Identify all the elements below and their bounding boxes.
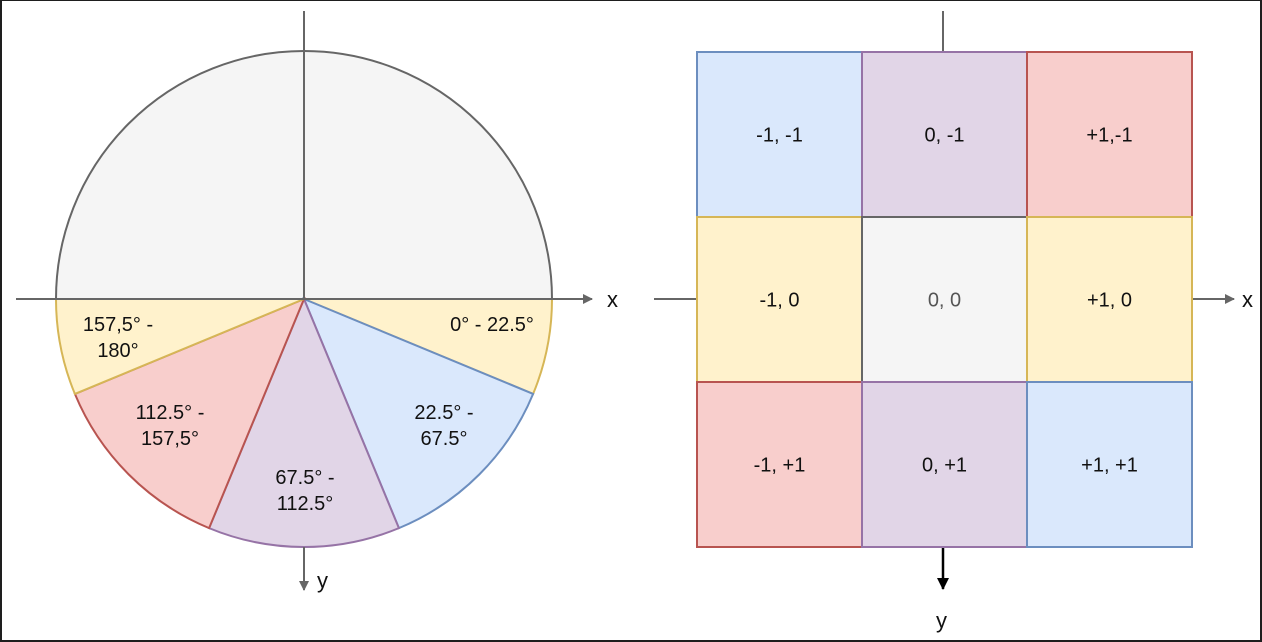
sector-label: 112.5° - 157,5° [136,402,205,450]
direction-grid-diagram: -1, -1 0, -1 +1,-1 -1, 0 0, 0 +1, 0 -1, +1 0, +… [654,11,1253,633]
grid-cell [1026,381,1193,548]
grid-cell-label: +1,-1 [1086,125,1132,147]
grid-cell [1026,216,1193,383]
sector-label-line: 157,5° - [83,314,153,336]
sector-label-line: 180° [97,340,138,362]
grid-cell-label: 0, -1 [924,125,964,147]
grid-cell-label: +1, 0 [1087,290,1132,312]
sector-3 [73,297,306,530]
sector-label-line: 112.5° [277,493,334,515]
right-x-axis-label: x [1242,287,1253,312]
sector-label-line: 22.5° - [414,402,473,424]
grid-cell-label: -1, +1 [754,455,806,477]
sector-label: 157,5° - 180° [83,314,153,362]
sector-label-line: 157,5° [141,428,199,450]
sector-label: 0° - 22.5° [450,314,534,336]
angle-sector-diagram: 0° - 22.5° 22.5° - 67.5° 67.5° - 112.5° 112.5… [16,11,618,593]
grid-cell [696,381,863,548]
left-x-axis-label: x [607,287,618,312]
sector-label-line: 67.5° - [275,467,334,489]
grid-cell [861,51,1028,218]
sector-label-line: 67.5° [421,428,468,450]
grid-cell [861,381,1028,548]
grid-cell [861,216,1028,383]
grid-cell [696,216,863,383]
grid-cell [1026,51,1193,218]
sector-label: 67.5° - 112.5° [275,467,334,515]
grid-cell-label: +1, +1 [1081,455,1138,477]
sector-label-line: 0° - 22.5° [450,314,534,336]
sector-label-line: 112.5° - [136,402,205,424]
sector-label: 22.5° - 67.5° [414,402,473,450]
left-y-axis-label: y [317,568,328,593]
grid-cell-label: 0, 0 [928,290,961,312]
grid-cell-label: -1, 0 [759,290,799,312]
grid-cell-label: 0, +1 [922,455,967,477]
right-y-axis-label: y [936,608,947,633]
grid-cells: -1, -1 0, -1 +1,-1 -1, 0 0, 0 +1, 0 -1, +1 0, +… [696,51,1193,548]
sector-2 [207,296,401,548]
sector-1 [302,297,535,530]
grid-cell-label: -1, -1 [756,125,803,147]
sector-group: 0° - 22.5° 22.5° - 67.5° 67.5° - 112.5° 112.5… [54,296,554,548]
